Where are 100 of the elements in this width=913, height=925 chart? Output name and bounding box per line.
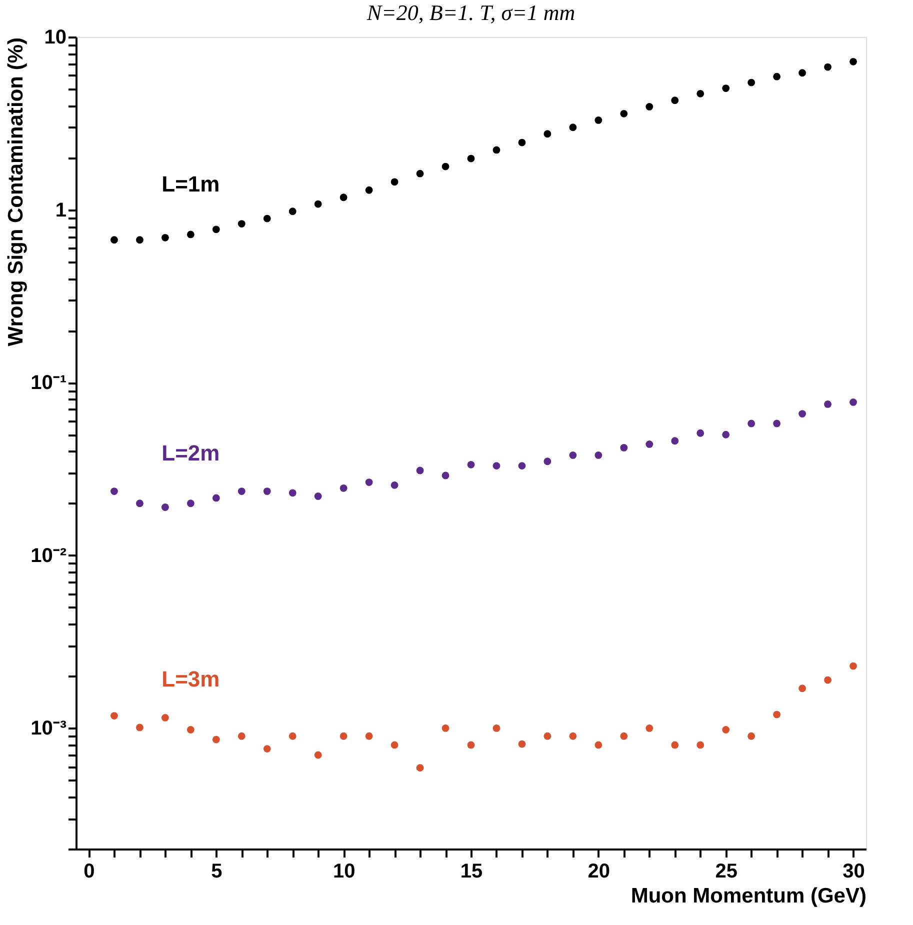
x-tick-label: 25 — [715, 860, 738, 882]
point — [594, 741, 602, 749]
point — [263, 488, 271, 495]
x-tick-label: 30 — [842, 860, 865, 882]
point — [594, 116, 602, 124]
point — [748, 732, 756, 740]
point — [161, 234, 169, 242]
point — [646, 103, 654, 110]
point — [798, 684, 806, 692]
point — [824, 676, 832, 684]
point — [798, 410, 806, 418]
point — [416, 466, 424, 474]
series-label: L=2m — [162, 440, 220, 466]
chart-title: N=20, B=1. T, σ=1 mm — [366, 0, 576, 25]
point — [620, 444, 628, 452]
point — [314, 751, 322, 759]
point — [671, 741, 679, 749]
point — [365, 732, 373, 740]
point — [773, 72, 781, 80]
point — [442, 472, 450, 480]
point — [365, 478, 373, 486]
point — [136, 500, 144, 508]
point — [722, 84, 730, 92]
point — [773, 420, 781, 428]
point — [161, 504, 169, 511]
point — [646, 440, 654, 448]
point — [748, 420, 756, 428]
point — [569, 732, 577, 740]
point — [212, 494, 220, 502]
x-tick-label: 20 — [588, 860, 610, 882]
point — [492, 146, 500, 154]
point — [646, 724, 654, 732]
point — [238, 488, 246, 495]
point — [518, 740, 526, 748]
point — [314, 200, 322, 208]
series-label: L=3m — [162, 666, 220, 692]
point — [416, 170, 424, 178]
y-tick-label: 10⁻¹ — [30, 372, 67, 394]
point — [442, 162, 450, 170]
point — [390, 741, 398, 749]
point — [569, 124, 577, 132]
x-tick-label: 15 — [460, 860, 483, 882]
point — [186, 726, 194, 734]
point — [263, 214, 271, 222]
x-tick-label: 0 — [84, 860, 95, 882]
point — [773, 710, 781, 718]
point — [492, 462, 500, 470]
point — [620, 732, 628, 740]
point — [544, 130, 552, 138]
point — [492, 724, 500, 732]
point — [696, 90, 704, 98]
point — [850, 662, 857, 670]
point — [594, 452, 602, 459]
point — [161, 714, 169, 722]
point — [288, 732, 296, 740]
point — [671, 437, 679, 445]
y-tick-label: 1 — [55, 199, 66, 222]
point — [824, 400, 832, 408]
point — [314, 492, 322, 500]
point — [748, 78, 756, 86]
point — [288, 489, 296, 497]
point — [569, 452, 577, 459]
point — [850, 398, 857, 406]
x-tick-label: 10 — [332, 860, 356, 882]
point — [136, 724, 144, 732]
point — [212, 226, 220, 234]
point — [696, 429, 704, 437]
y-tick-label: 10⁻³ — [30, 718, 67, 740]
point — [544, 732, 552, 740]
point — [824, 63, 832, 71]
point — [340, 484, 348, 492]
point — [365, 186, 373, 194]
point — [467, 460, 475, 468]
point — [467, 154, 475, 162]
point — [238, 732, 246, 740]
point — [620, 110, 628, 118]
point — [696, 741, 704, 749]
point — [722, 726, 730, 734]
point — [518, 138, 526, 146]
point — [340, 194, 348, 202]
point — [416, 764, 424, 772]
series-label: L=1m — [162, 171, 220, 196]
point — [390, 481, 398, 489]
point — [467, 741, 475, 749]
point — [212, 736, 220, 744]
point — [340, 732, 348, 740]
point — [110, 712, 118, 720]
point — [722, 430, 730, 438]
point — [671, 96, 679, 104]
point — [186, 230, 194, 238]
point — [518, 462, 526, 470]
point — [110, 488, 118, 495]
point — [136, 236, 144, 244]
point — [110, 236, 118, 244]
y-axis-title: Wrong Sign Contamination (%) — [4, 38, 28, 346]
point — [263, 745, 271, 753]
point — [288, 208, 296, 216]
y-tick-label: 10⁻² — [30, 544, 67, 567]
x-tick-label: 5 — [211, 860, 222, 882]
point — [238, 220, 246, 228]
